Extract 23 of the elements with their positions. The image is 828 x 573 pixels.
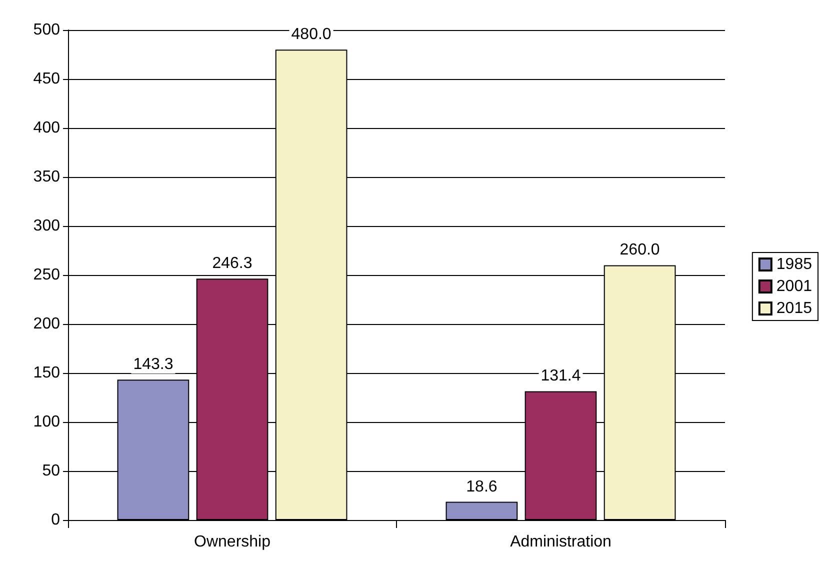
y-tick-label: 0 bbox=[51, 512, 60, 528]
legend-label: 2015 bbox=[776, 300, 812, 317]
y-tick-label: 50 bbox=[42, 462, 60, 480]
legend-label: 1985 bbox=[776, 256, 812, 273]
data-label: 480.0 bbox=[291, 26, 332, 44]
y-tick-label: 400 bbox=[33, 120, 60, 136]
data-label: 260.0 bbox=[620, 242, 660, 259]
y-tick-label: 250 bbox=[33, 266, 60, 284]
y-tick-label: 450 bbox=[33, 70, 60, 88]
x-tick-label: Administration bbox=[510, 534, 612, 550]
x-tick-label: Ownership bbox=[194, 534, 271, 550]
data-label: 18.6 bbox=[466, 478, 498, 496]
data-label: 246.3 bbox=[212, 255, 252, 272]
data-label: 131.4 bbox=[540, 368, 581, 385]
y-tick-label: 500 bbox=[33, 22, 60, 38]
y-tick-label: 100 bbox=[33, 414, 60, 430]
y-tick-label: 350 bbox=[33, 168, 60, 186]
legend-label: 2001 bbox=[776, 278, 812, 295]
bar bbox=[446, 502, 518, 520]
y-tick-label: 200 bbox=[33, 316, 60, 332]
y-tick-label: 150 bbox=[33, 364, 60, 382]
data-label: 143.3 bbox=[133, 356, 174, 374]
y-tick-label: 300 bbox=[33, 218, 60, 234]
